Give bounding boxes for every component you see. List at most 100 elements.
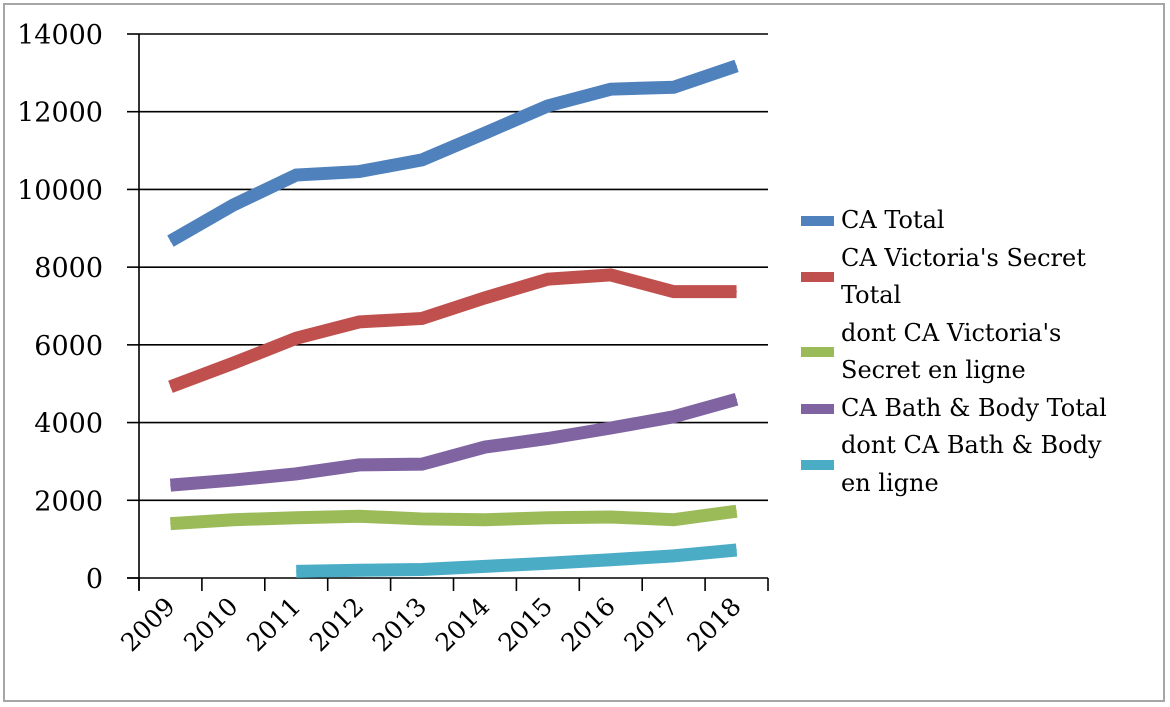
x-tick-label: 2015 bbox=[493, 592, 558, 657]
data-point bbox=[484, 519, 486, 521]
data-point bbox=[421, 463, 423, 465]
legend-item-bath-body-total: CA Bath & Body Total bbox=[800, 390, 1160, 428]
x-tick-label: 2013 bbox=[367, 592, 432, 657]
series-ca-bath-body-total bbox=[169, 392, 739, 492]
data-point bbox=[358, 569, 360, 571]
x-tick-label: 2018 bbox=[681, 592, 746, 657]
legend-item-ca-victorias-secret-total: CA Victoria's Secret Total bbox=[800, 240, 1160, 315]
data-point bbox=[673, 86, 675, 88]
y-tick-label: 6000 bbox=[34, 331, 103, 362]
data-point bbox=[610, 427, 612, 429]
data-point bbox=[421, 568, 423, 570]
data-point bbox=[736, 549, 738, 551]
data-point bbox=[169, 386, 171, 388]
data-point bbox=[169, 240, 171, 242]
series-dont-ca-bath-body-en-ligne bbox=[295, 543, 738, 578]
data-point bbox=[295, 517, 297, 519]
x-tick-label: 2009 bbox=[115, 592, 180, 657]
data-point bbox=[358, 171, 360, 173]
series-line bbox=[167, 59, 739, 247]
legend-label: CA Total bbox=[841, 206, 945, 234]
legend-label: CA Victoria's Secret bbox=[841, 243, 1086, 272]
legend-swatch-ca-victorias-secret-total bbox=[801, 272, 834, 282]
data-point bbox=[610, 274, 612, 276]
data-point bbox=[169, 523, 171, 525]
data-point bbox=[421, 317, 423, 319]
axes bbox=[127, 34, 768, 590]
x-tick-label: 2016 bbox=[555, 592, 620, 657]
data-point bbox=[610, 559, 612, 561]
data-point bbox=[673, 519, 675, 521]
y-tick-label: 4000 bbox=[34, 409, 103, 440]
y-tick-label: 12000 bbox=[17, 98, 103, 129]
series-line bbox=[168, 268, 737, 393]
data-point bbox=[673, 291, 675, 293]
data-point bbox=[295, 337, 297, 339]
x-tick-label: 2010 bbox=[178, 592, 243, 657]
data-point bbox=[295, 570, 297, 572]
y-tick-label: 14000 bbox=[17, 20, 103, 51]
data-point bbox=[484, 132, 486, 134]
data-point bbox=[547, 105, 549, 107]
data-point bbox=[295, 473, 297, 475]
data-point bbox=[232, 204, 234, 206]
y-axis-ticks: 0 2000 4000 6000 8000 10000 12000 14000 bbox=[17, 20, 139, 595]
y-tick-label: 2000 bbox=[34, 486, 103, 517]
legend-label: en ligne bbox=[841, 468, 939, 497]
data-point bbox=[484, 565, 486, 567]
data-point bbox=[484, 297, 486, 299]
legend-item-bath-body-en-ligne: dont CA Bath & Body en ligne bbox=[800, 427, 1160, 502]
data-point bbox=[358, 515, 360, 517]
legend-label: Total bbox=[841, 281, 902, 309]
data-point bbox=[610, 516, 612, 518]
data-point bbox=[547, 438, 549, 440]
data-point bbox=[547, 278, 549, 280]
data-point bbox=[232, 362, 234, 364]
x-tick-label: 2011 bbox=[241, 592, 306, 657]
series-lines bbox=[167, 59, 739, 578]
x-tick-label: 2017 bbox=[618, 592, 683, 657]
data-point bbox=[169, 484, 171, 486]
data-point bbox=[484, 446, 486, 448]
legend-item-vs-en-ligne: dont CA Victoria's Secret en ligne bbox=[800, 315, 1160, 390]
series-line bbox=[170, 504, 738, 531]
data-point bbox=[421, 159, 423, 161]
data-point bbox=[736, 291, 738, 293]
data-point bbox=[295, 174, 297, 176]
legend-swatch-ca-total bbox=[801, 216, 834, 226]
legend-label: CA Bath & Body Total bbox=[841, 393, 1107, 422]
data-point bbox=[358, 321, 360, 323]
data-point bbox=[547, 562, 549, 564]
x-tick-label: 2012 bbox=[304, 592, 369, 657]
data-point bbox=[673, 416, 675, 418]
series-line bbox=[169, 392, 739, 492]
data-point bbox=[421, 518, 423, 520]
y-tick-label: 0 bbox=[86, 564, 103, 595]
y-tick-label: 10000 bbox=[17, 175, 103, 206]
gridlines bbox=[139, 33, 768, 502]
data-point bbox=[736, 510, 738, 512]
data-point bbox=[736, 398, 738, 400]
series-ca-total bbox=[167, 59, 739, 247]
series-ca-victoria-s-secret-total bbox=[168, 268, 738, 393]
x-tick-label: 2014 bbox=[430, 592, 495, 657]
series-dont-ca-victoria-s-secret-en-ligne bbox=[169, 504, 738, 531]
data-point bbox=[736, 65, 738, 67]
data-point bbox=[358, 464, 360, 466]
legend-swatch-vs-en-ligne bbox=[801, 347, 834, 357]
legend-swatch-bath-body-total bbox=[801, 403, 834, 414]
legend-swatch-bath-body-en-ligne bbox=[801, 459, 834, 470]
y-tick-label: 8000 bbox=[34, 253, 103, 284]
data-point bbox=[547, 517, 549, 519]
legend-item-ca-total: CA Total bbox=[800, 202, 1160, 240]
data-point bbox=[232, 479, 234, 481]
legend-label: Secret en ligne bbox=[841, 356, 1026, 384]
data-point bbox=[232, 519, 234, 521]
legend-label: dont CA Victoria's bbox=[841, 318, 1062, 347]
legend: CA Total CA Victoria's Secret Total dont… bbox=[800, 202, 1160, 502]
series-line bbox=[296, 543, 738, 578]
data-point bbox=[610, 88, 612, 90]
chart-frame bbox=[3, 3, 1165, 702]
